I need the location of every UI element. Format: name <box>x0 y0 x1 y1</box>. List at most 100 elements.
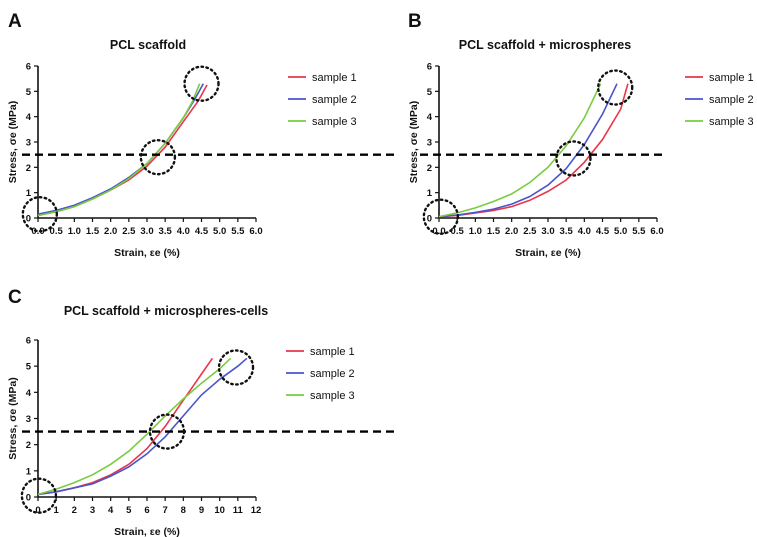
x-tick-label: 2.5 <box>122 226 136 237</box>
x-tick-label: 2.5 <box>523 226 537 237</box>
highlight-circle <box>139 138 177 176</box>
chart-title: PCL scaffold + microspheres <box>459 38 631 52</box>
x-tick-label: 5.5 <box>632 226 646 237</box>
y-axis-label: Stress, σe (MPa) <box>7 101 19 183</box>
y-tick-label: 0 <box>26 214 31 225</box>
x-tick-label: 9 <box>199 505 204 516</box>
highlight-circle <box>183 65 220 102</box>
x-tick-label: 1.0 <box>469 226 482 237</box>
series-line-1 <box>438 83 629 218</box>
highlight-circle <box>148 413 186 450</box>
x-tick-label: 1.0 <box>68 226 81 237</box>
y-tick-label: 1 <box>427 188 433 199</box>
x-tick-label: 7 <box>163 505 168 516</box>
series-line-3 <box>438 83 602 218</box>
x-tick-label: 3.5 <box>159 226 173 237</box>
x-tick-label: 6.0 <box>249 226 262 237</box>
legend-label: sample 1 <box>310 346 355 358</box>
highlight-circle <box>20 477 58 514</box>
legend-label: sample 2 <box>310 368 355 380</box>
x-tick-label: 4 <box>108 505 114 516</box>
panel-b: B PCL scaffold + microspheres 0 1 2 3 4 5 6 0.0 0.… <box>408 11 754 259</box>
x-tick-label: 0.5 <box>50 226 64 237</box>
chart-title: PCL scaffold <box>110 38 186 52</box>
y-tick-label: 4 <box>26 112 32 123</box>
y-tick-label: 1 <box>26 466 32 477</box>
x-axis-label: Strain, εe (%) <box>114 526 180 537</box>
legend-label: sample 3 <box>312 116 357 128</box>
x-tick-label: 11 <box>233 505 244 516</box>
y-tick-label: 2 <box>26 440 31 451</box>
y-tick-label: 3 <box>26 414 31 425</box>
series-line-2 <box>438 83 618 218</box>
y-tick-label: 2 <box>26 163 31 174</box>
x-tick-label: 0.5 <box>451 226 465 237</box>
x-tick-label: 5.5 <box>231 226 245 237</box>
highlight-circle <box>422 198 460 235</box>
x-tick-label: 5.0 <box>213 226 226 237</box>
y-tick-label: 5 <box>427 87 433 98</box>
x-tick-label: 1.5 <box>86 226 100 237</box>
x-tick-label: 0 <box>35 505 40 516</box>
y-tick-label: 4 <box>427 112 433 123</box>
x-tick-label: 2.0 <box>104 226 117 237</box>
y-tick-label: 6 <box>427 62 432 73</box>
series-line-1 <box>37 84 208 217</box>
y-tick-label: 0 <box>26 493 31 504</box>
x-tick-label: 4.5 <box>596 226 610 237</box>
legend-label: sample 2 <box>709 94 754 106</box>
x-tick-label: 3.5 <box>560 226 574 237</box>
y-tick-label: 1 <box>26 188 32 199</box>
panel-letter: C <box>8 287 22 308</box>
x-tick-label: 3.0 <box>140 226 153 237</box>
panel-a: A PCL scaffold 0 1 2 3 4 5 6 0.0 0.5 1.0 1.5 2.0 2.5 3.… <box>7 11 398 259</box>
highlight-circle <box>21 195 59 233</box>
highlight-circle <box>597 69 634 106</box>
series-line-1 <box>37 357 214 496</box>
x-tick-label: 3 <box>90 505 95 516</box>
y-tick-label: 5 <box>26 87 32 98</box>
legend-label: sample 1 <box>709 72 754 84</box>
highlight-circle <box>217 349 255 386</box>
x-tick-label: 0.0 <box>432 226 445 237</box>
legend-label: sample 3 <box>310 390 355 402</box>
panel-letter: B <box>408 11 422 32</box>
chart-title: PCL scaffold + microspheres-cells <box>64 304 268 318</box>
x-tick-label: 8 <box>181 505 186 516</box>
highlight-circle <box>555 140 592 177</box>
series-line-3 <box>37 357 232 496</box>
y-tick-label: 6 <box>26 336 31 347</box>
y-tick-label: 2 <box>427 163 432 174</box>
y-tick-label: 0 <box>427 214 432 225</box>
x-tick-label: 2 <box>72 505 77 516</box>
x-tick-label: 10 <box>214 505 225 516</box>
x-tick-label: 5.0 <box>614 226 627 237</box>
x-axis-label: Strain, εe (%) <box>114 247 180 259</box>
panel-letter: A <box>8 11 22 32</box>
x-tick-label: 3.0 <box>541 226 554 237</box>
x-tick-label: 0.0 <box>31 226 44 237</box>
series-line-2 <box>37 357 248 496</box>
y-axis-label: Stress, σe (MPa) <box>7 377 19 459</box>
x-tick-label: 6.0 <box>650 226 663 237</box>
legend-label: sample 2 <box>312 94 357 106</box>
x-tick-label: 5 <box>126 505 132 516</box>
x-tick-label: 2.0 <box>505 226 518 237</box>
x-axis-label: Strain, εe (%) <box>515 247 581 259</box>
legend-label: sample 1 <box>312 72 357 84</box>
x-tick-label: 1 <box>54 505 60 516</box>
y-tick-label: 4 <box>26 388 32 399</box>
y-tick-label: 5 <box>26 362 32 373</box>
y-tick-label: 6 <box>26 62 31 73</box>
series-line-3 <box>37 83 201 217</box>
series-line-2 <box>37 83 205 215</box>
x-tick-label: 1.5 <box>487 226 501 237</box>
x-tick-label: 12 <box>251 505 262 516</box>
x-tick-label: 6 <box>144 505 149 516</box>
x-tick-label: 4.0 <box>578 226 591 237</box>
x-tick-label: 4.5 <box>195 226 209 237</box>
y-tick-label: 3 <box>427 138 432 149</box>
y-axis-label: Stress, σe (MPa) <box>408 101 420 183</box>
y-tick-label: 3 <box>26 138 31 149</box>
